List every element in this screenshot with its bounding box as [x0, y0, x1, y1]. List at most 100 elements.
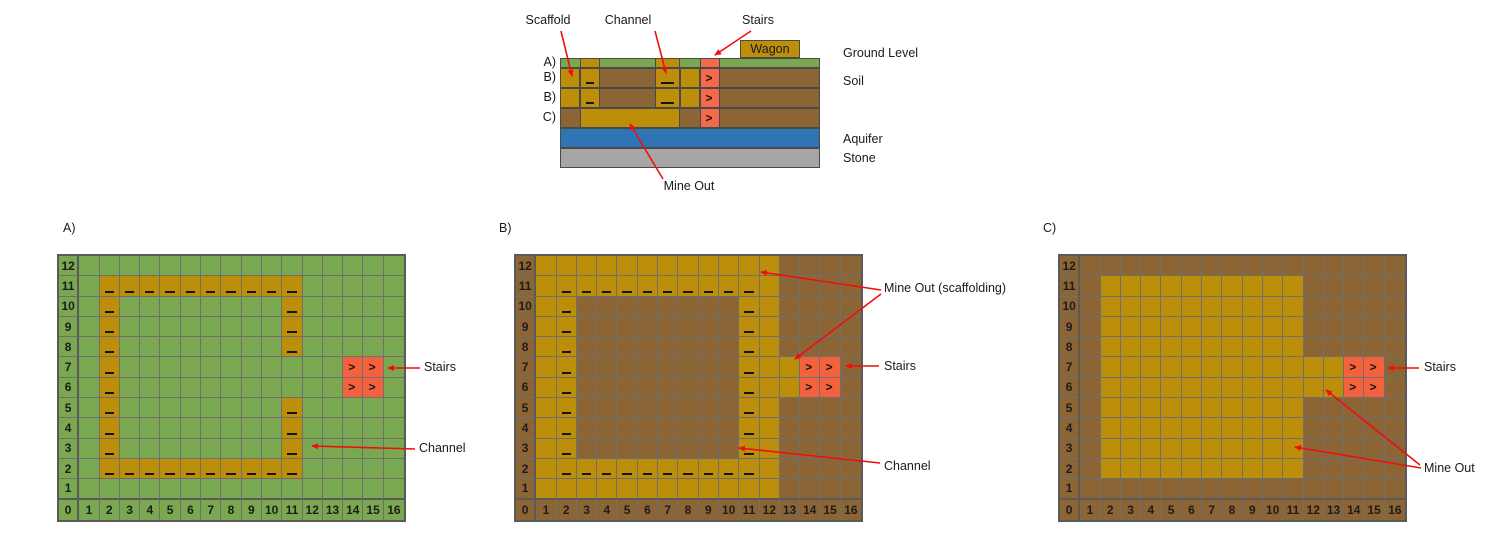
grid-a-cell: [363, 398, 384, 419]
grid-b-cell: [739, 479, 760, 500]
grid-a-col-header: 1: [79, 499, 100, 520]
grid-a-cell: [383, 357, 405, 378]
grid-c-cell: [1141, 316, 1162, 338]
grid-b-cell: [576, 458, 598, 480]
grid-a-cell: [201, 357, 222, 378]
grid-c-col-header: 14: [1344, 499, 1365, 520]
grid-c-row-header: 11: [1060, 276, 1081, 297]
channel-mark: [561, 473, 571, 476]
grid-c-cell: [1222, 256, 1243, 277]
grid-b-cell: [678, 296, 699, 317]
grid-a-cell: [180, 418, 202, 439]
grid-a-cell: [383, 256, 405, 277]
channel-mark: [744, 392, 754, 395]
xs-row-label-1: B): [543, 69, 557, 84]
stairs-glyph: >: [705, 70, 713, 85]
grid-b-cell: [597, 296, 618, 317]
grid-c-cell: [1262, 398, 1284, 419]
grid-a-cell: [241, 337, 262, 358]
channel-mark: [561, 351, 571, 354]
grid-c-cell: [1242, 398, 1263, 419]
grid-a-cell: [383, 337, 405, 358]
grid-c-cell: [1181, 418, 1203, 439]
grid-b-cell: [678, 256, 699, 277]
grid-a-cell: [119, 377, 141, 399]
grid-b-col-header: 0: [516, 499, 537, 520]
grid-a-cell: [79, 337, 100, 358]
grid-b-cell: [597, 418, 618, 439]
grid-c-cell: [1262, 357, 1284, 378]
grid-c-cell: [1181, 458, 1203, 480]
channel-mark: [622, 290, 632, 293]
grid-b-cell: [779, 377, 801, 399]
grid-b-cell: [658, 398, 679, 419]
grid-c-col-header: 3: [1120, 499, 1142, 520]
grid-a-cell: [79, 479, 100, 500]
grid-a-cell: [383, 398, 405, 419]
grid-c-cell: [1283, 357, 1304, 378]
grid-c-cell: [1100, 418, 1121, 439]
grid-c-cell: [1384, 398, 1406, 419]
grid-c-cell: [1120, 418, 1142, 439]
stone-label: Stone: [843, 151, 876, 165]
grid-b-col-header: 9: [698, 499, 719, 520]
stairs-glyph: >: [1369, 380, 1377, 395]
grid-b-cell: [536, 479, 557, 500]
grid-a-col-header: 16: [383, 499, 405, 520]
channel-mark: [703, 473, 713, 476]
grid-a-cell: [180, 296, 202, 317]
grid-c-cell: [1303, 256, 1324, 277]
grid-a-col-header: 12: [302, 499, 323, 520]
xs-cell-dug: [655, 58, 680, 68]
grid-c-cell: [1120, 256, 1142, 277]
grid-c-cell: [1364, 337, 1385, 358]
channel-mark: [104, 351, 114, 354]
grid-b-cell: [800, 256, 821, 277]
channel-mark: [744, 310, 754, 313]
grid-a-cell: [221, 479, 242, 500]
grid-b-row-header: 1: [516, 479, 537, 500]
stairs-glyph: >: [705, 111, 713, 125]
grid-c-cell: [1141, 357, 1162, 378]
aquifer-label: Aquifer: [843, 132, 883, 146]
grid-c-cell: [1080, 398, 1101, 419]
grid-c-cell: [1323, 337, 1345, 358]
grid-c-cell: [1100, 276, 1121, 297]
grid-c-cell: [1262, 418, 1284, 439]
grid-b-cell: [536, 276, 557, 297]
grid-a-cell: [302, 458, 323, 480]
grid-c-cell: [1344, 418, 1365, 439]
grid-c-cell: [1242, 377, 1263, 399]
xs-cell-stairs: >: [700, 88, 720, 108]
grid-a-cell: [241, 377, 262, 399]
grid-c-cell: [1283, 337, 1304, 358]
grid-b-cell: [536, 296, 557, 317]
grid-c-cell: [1323, 398, 1345, 419]
grid-b-cell: [820, 316, 841, 338]
grid-b-cell: [820, 418, 841, 439]
grid-b-cell: [597, 337, 618, 358]
grid-a-cell: [99, 337, 120, 358]
grid-c-cell: [1202, 357, 1223, 378]
channel-mark: [642, 473, 653, 476]
grid-a-cell: [302, 357, 323, 378]
channel-mark: [226, 290, 236, 293]
grid-b-cell: [576, 296, 598, 317]
grid-a-cell: [261, 438, 283, 459]
grid-b-cell: [779, 316, 801, 338]
grid-c-cell: [1100, 316, 1121, 338]
grid-c-mine-out-label: Mine Out: [1424, 461, 1475, 475]
grid-b-cell: [718, 438, 740, 459]
grid-b-cell: [820, 479, 841, 500]
grid-b-row-header: 4: [516, 418, 537, 439]
grid-a-cell: [241, 458, 262, 480]
grid-b-cell: [840, 438, 862, 459]
grid-a-cell: [140, 296, 161, 317]
grid-a-cell: [140, 438, 161, 459]
grid-a-cell: [140, 256, 161, 277]
channel-mark: [287, 310, 297, 313]
grid-b-cell: [536, 316, 557, 338]
grid-a-cell: [302, 418, 323, 439]
grid-c-cell: [1344, 479, 1365, 500]
grid-a-cell: [201, 418, 222, 439]
